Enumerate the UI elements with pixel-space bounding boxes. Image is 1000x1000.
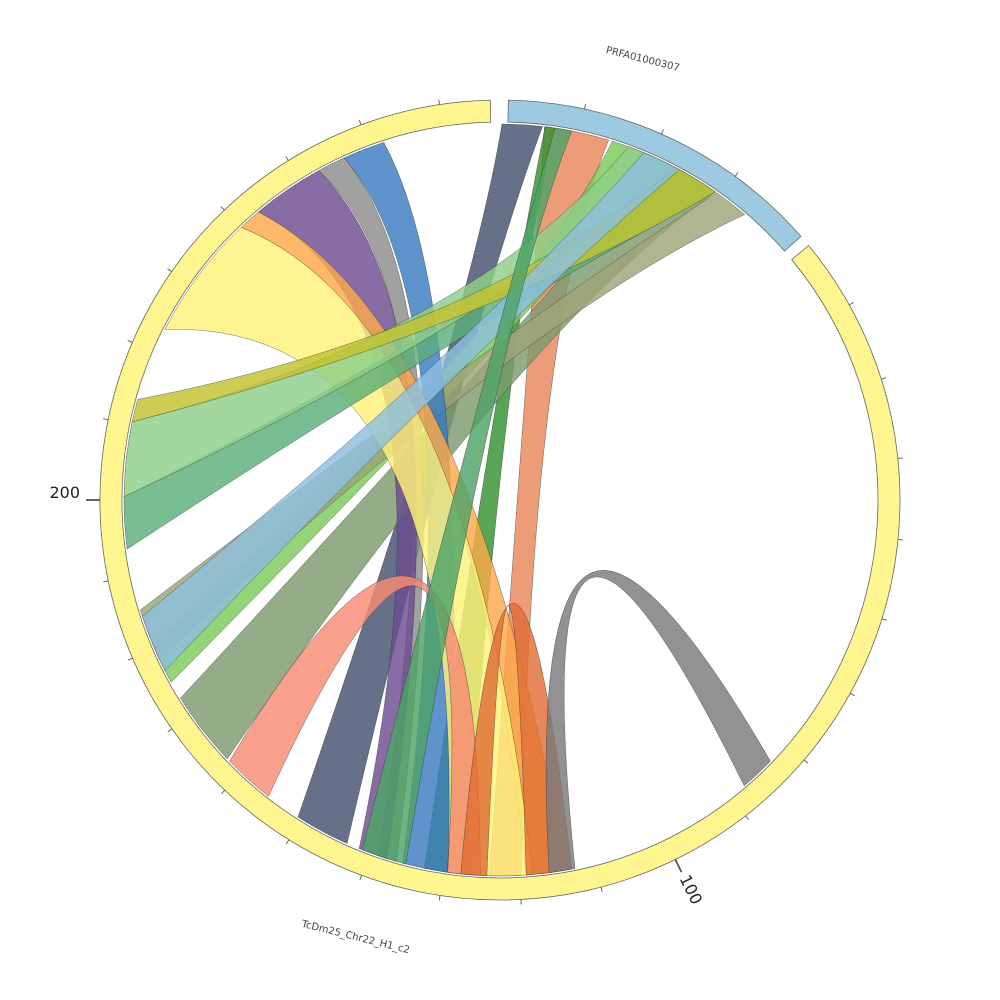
tick-minor (600, 886, 603, 893)
tick-label-100: 100 (676, 872, 706, 908)
contig-label-prfa01000307: PRFA01000307 (605, 45, 681, 74)
tick-minor (358, 120, 362, 126)
contig-label-tcdm25-chr22: TcDm25_Chr22_H1_c2 (299, 919, 410, 957)
tick-minor (285, 156, 289, 161)
tick-major-100 (674, 859, 683, 873)
tick-minor (438, 99, 440, 105)
tick-label-200: 200 (49, 483, 80, 502)
tick-minor (167, 268, 172, 272)
tick-minor (103, 418, 109, 421)
ticks-layer (86, 99, 904, 905)
contigs-layer (99, 99, 901, 901)
link-darkgreen (361, 127, 573, 865)
tick-minor (745, 815, 749, 821)
tick-minor (127, 657, 133, 661)
link-rust (460, 603, 573, 877)
tick-minor (220, 206, 225, 211)
tick-minor (285, 839, 290, 845)
contig-arc-tcdm25-chr22 (99, 99, 901, 901)
tick-minor (127, 340, 133, 343)
contig-arc-prfa01000307 (507, 99, 802, 252)
tick-minor (661, 129, 664, 135)
links-layer (123, 123, 771, 877)
tick-minor (167, 728, 173, 733)
tick-minor (103, 580, 109, 583)
tick-minor (848, 302, 854, 306)
tick-minor (359, 875, 363, 881)
tick-minor (881, 377, 887, 380)
tick-minor (849, 692, 855, 697)
tick-minor (220, 789, 226, 795)
tick-minor (803, 759, 809, 764)
tick-minor (438, 895, 441, 901)
link-skyblue (142, 152, 680, 672)
tick-minor (584, 104, 587, 110)
tick-minor (881, 618, 887, 621)
link-darkgray (545, 570, 771, 874)
tick-minor (734, 172, 739, 177)
tick-minor (897, 457, 903, 459)
